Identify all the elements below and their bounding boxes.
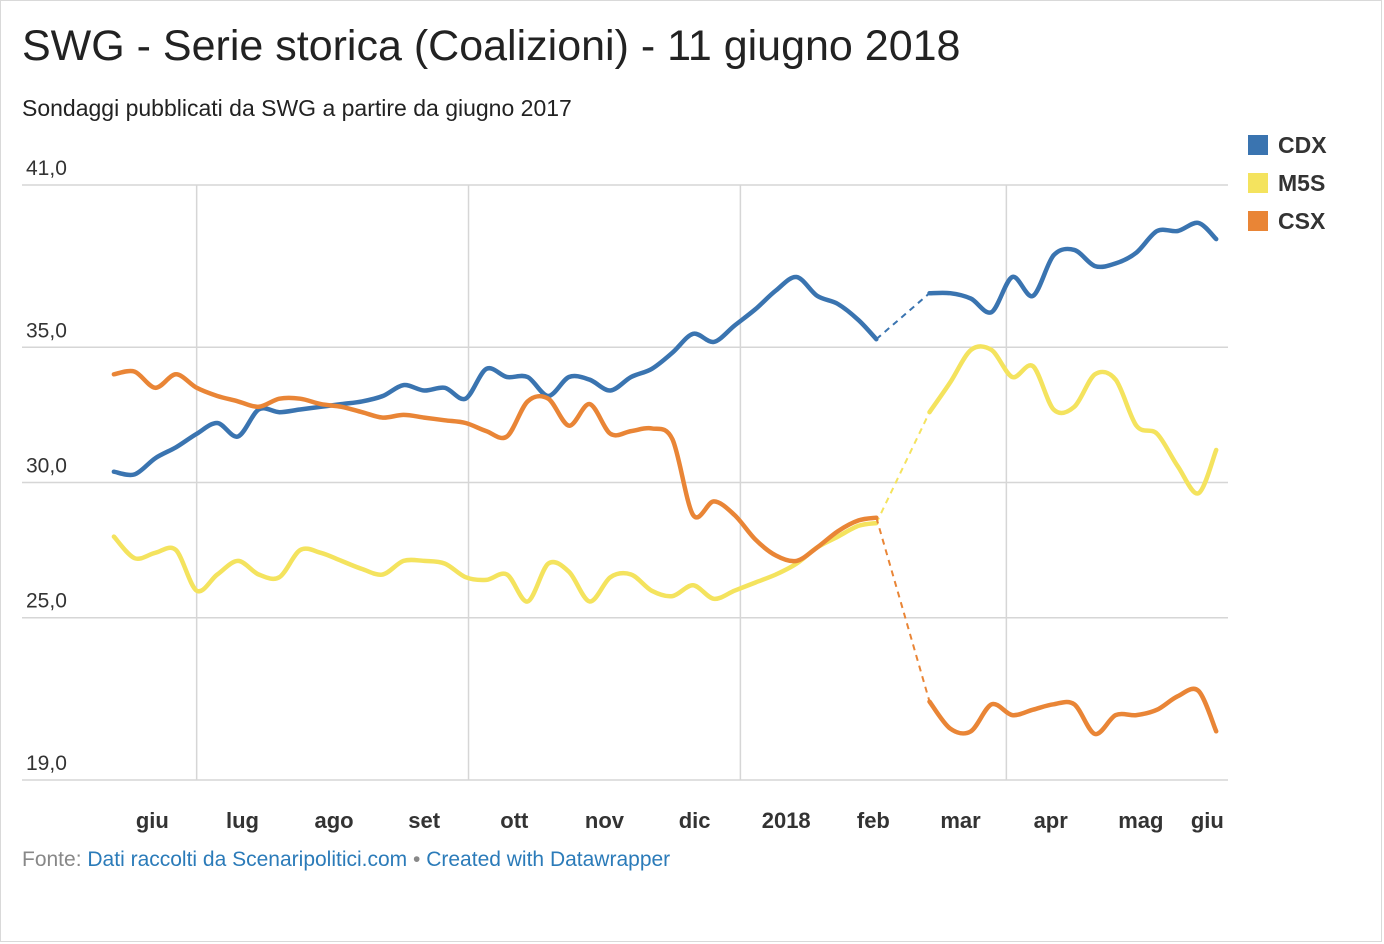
x-tick-label: mag <box>1118 808 1163 833</box>
legend-item-csx: CSX <box>1248 202 1327 240</box>
legend-item-m5s: M5S <box>1248 164 1327 202</box>
chart-footer: Fonte: Dati raccolti da Scenaripolitici.… <box>22 848 670 872</box>
x-tick-label: mar <box>940 808 981 833</box>
x-tick-label: nov <box>585 808 625 833</box>
x-tick-label: apr <box>1034 808 1069 833</box>
series-line-csx <box>111 368 879 564</box>
y-tick-label: 25,0 <box>26 590 67 613</box>
x-tick-label: giu <box>136 808 169 833</box>
x-tick-label: ago <box>315 808 354 833</box>
axis-layer: 19,0 25,0 30,0 35,0 41,0 giu lug ago set ott nov di… <box>26 157 1224 833</box>
x-tick-label: ott <box>500 808 529 833</box>
y-tick-label: 41,0 <box>26 157 67 180</box>
grid-layer <box>22 184 1228 781</box>
x-tick-label: 2018 <box>762 808 811 833</box>
series-line-m5s <box>111 520 879 604</box>
x-tick-label: giu <box>1191 808 1224 833</box>
x-tick-label: lug <box>226 808 259 833</box>
y-tick-label: 30,0 <box>26 455 67 478</box>
x-tick-label: dic <box>679 808 711 833</box>
legend-label: M5S <box>1278 169 1326 196</box>
chart-subtitle: Sondaggi pubblicati da SWG a partire da … <box>22 95 572 121</box>
legend-swatch <box>1248 211 1268 231</box>
x-tick-label: set <box>408 808 440 833</box>
series-line-csx <box>927 686 1219 737</box>
legend-swatch <box>1248 135 1268 155</box>
legend-swatch <box>1248 173 1268 193</box>
series-line-m5s <box>927 344 1219 496</box>
footer-separator: • <box>407 848 427 871</box>
series-gap-cdx <box>875 292 931 340</box>
y-tick-label: 19,0 <box>26 752 67 775</box>
series-gap-csx <box>875 517 931 702</box>
x-tick-label: feb <box>857 808 890 833</box>
legend: CDX M5S CSX <box>1248 126 1327 240</box>
chart-title: SWG - Serie storica (Coalizioni) - 11 gi… <box>22 22 961 70</box>
footer-source-link[interactable]: Dati raccolti da Scenaripolitici.com <box>87 848 408 871</box>
y-tick-label: 35,0 <box>26 319 67 342</box>
series-line-cdx <box>927 220 1219 315</box>
footer-prefix: Fonte: <box>22 848 82 871</box>
series-line-cdx <box>111 274 879 478</box>
footer-credit-link[interactable]: Created with Datawrapper <box>426 848 671 871</box>
legend-label: CDX <box>1278 131 1327 158</box>
series-layer <box>111 220 1219 737</box>
legend-label: CSX <box>1278 207 1326 234</box>
series-gap-m5s <box>875 411 931 524</box>
legend-item-cdx: CDX <box>1248 126 1327 164</box>
